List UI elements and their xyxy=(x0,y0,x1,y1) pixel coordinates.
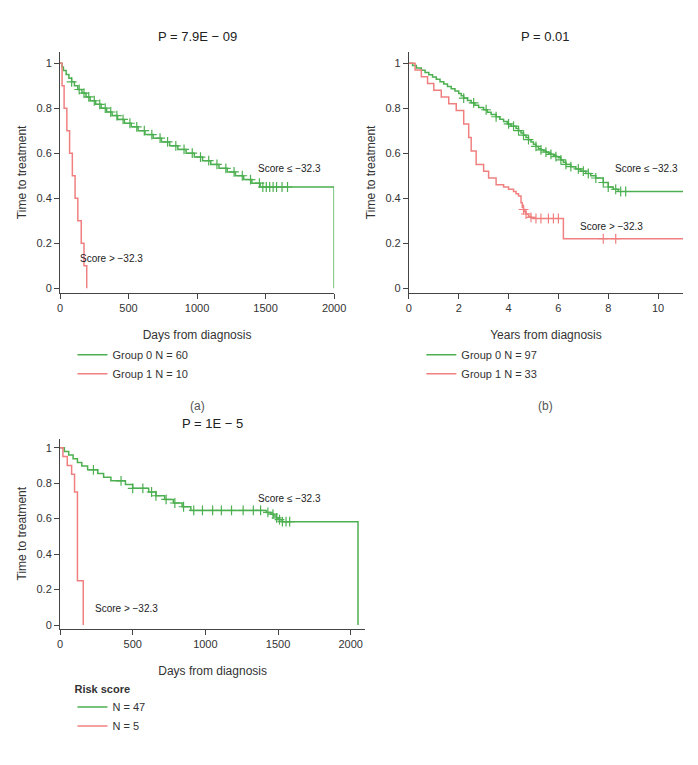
svg-text:Days from diagnosis: Days from diagnosis xyxy=(143,328,252,342)
svg-text:0.2: 0.2 xyxy=(385,237,400,249)
svg-text:1000: 1000 xyxy=(193,638,217,650)
svg-text:(a): (a) xyxy=(190,399,205,413)
svg-text:500: 500 xyxy=(119,302,137,314)
svg-text:0.6: 0.6 xyxy=(37,147,52,159)
svg-text:Group 0 N = 60: Group 0 N = 60 xyxy=(112,349,188,361)
svg-text:Score > −32.3: Score > −32.3 xyxy=(80,253,143,264)
svg-text:0.6: 0.6 xyxy=(385,147,400,159)
svg-text:Score ≤ −32.3: Score ≤ −32.3 xyxy=(615,163,678,174)
svg-text:0.4: 0.4 xyxy=(385,192,400,204)
svg-text:0.2: 0.2 xyxy=(37,237,52,249)
svg-text:10: 10 xyxy=(652,302,664,314)
svg-text:Group 0 N = 97: Group 0 N = 97 xyxy=(461,349,537,361)
svg-text:8: 8 xyxy=(605,302,611,314)
svg-text:2000: 2000 xyxy=(322,302,346,314)
svg-text:P = 1E − 5: P = 1E − 5 xyxy=(182,416,243,431)
svg-text:P = 7.9E − 09: P = 7.9E − 09 xyxy=(158,29,237,44)
svg-text:1000: 1000 xyxy=(185,302,209,314)
svg-text:(b): (b) xyxy=(538,399,553,413)
svg-text:1: 1 xyxy=(395,57,401,69)
svg-text:Score > −32.3: Score > −32.3 xyxy=(95,603,158,614)
svg-text:Time to treatment: Time to treatment xyxy=(15,125,29,219)
svg-text:Days from diagnosis: Days from diagnosis xyxy=(158,664,267,678)
svg-text:0.8: 0.8 xyxy=(385,102,400,114)
svg-text:0.4: 0.4 xyxy=(37,192,52,204)
svg-text:6: 6 xyxy=(555,302,561,314)
svg-text:2: 2 xyxy=(456,302,462,314)
svg-text:N = 47: N = 47 xyxy=(112,701,145,713)
svg-text:0.2: 0.2 xyxy=(37,583,52,595)
svg-text:1500: 1500 xyxy=(253,302,277,314)
svg-text:0: 0 xyxy=(57,302,63,314)
svg-text:4: 4 xyxy=(505,302,511,314)
svg-text:Risk score: Risk score xyxy=(74,683,130,695)
svg-text:0: 0 xyxy=(46,619,52,631)
svg-text:0.6: 0.6 xyxy=(37,512,52,524)
svg-text:Score > −32.3: Score > −32.3 xyxy=(580,221,643,232)
svg-text:0: 0 xyxy=(395,282,401,294)
svg-text:Score ≤ −32.3: Score ≤ −32.3 xyxy=(258,493,321,504)
svg-text:Time to treatment: Time to treatment xyxy=(15,486,29,580)
svg-text:P = 0.01: P = 0.01 xyxy=(521,29,570,44)
svg-text:Group 1 N = 10: Group 1 N = 10 xyxy=(112,368,188,380)
svg-text:0.8: 0.8 xyxy=(37,477,52,489)
svg-text:0: 0 xyxy=(46,282,52,294)
svg-text:1: 1 xyxy=(46,57,52,69)
svg-text:0.4: 0.4 xyxy=(37,548,52,560)
svg-text:1: 1 xyxy=(46,442,52,454)
svg-text:0: 0 xyxy=(57,638,63,650)
svg-text:1500: 1500 xyxy=(266,638,290,650)
svg-text:2000: 2000 xyxy=(338,638,362,650)
svg-text:0: 0 xyxy=(406,302,412,314)
svg-text:0.8: 0.8 xyxy=(37,102,52,114)
svg-text:Score ≤ −32.3: Score ≤ −32.3 xyxy=(258,163,321,174)
svg-text:Time to treatment: Time to treatment xyxy=(364,125,378,219)
svg-text:N = 5: N = 5 xyxy=(112,720,139,732)
svg-text:Years from diagnosis: Years from diagnosis xyxy=(490,328,602,342)
svg-text:500: 500 xyxy=(124,638,142,650)
svg-text:Group 1 N = 33: Group 1 N = 33 xyxy=(461,368,537,380)
